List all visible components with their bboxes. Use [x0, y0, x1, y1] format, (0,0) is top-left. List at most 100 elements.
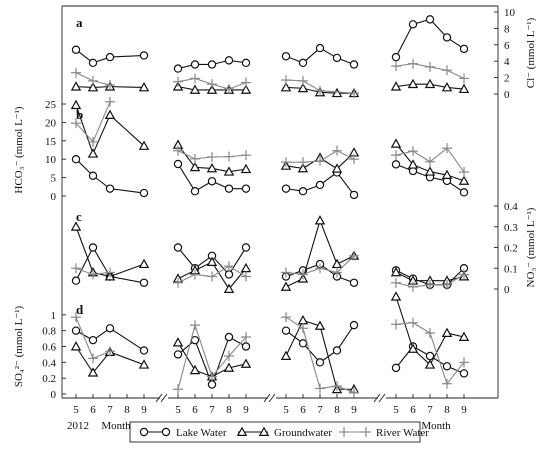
y-axis-title-d: SO₄²⁻ (mmol L⁻¹): [13, 306, 25, 388]
data-point-groundwater: [189, 364, 201, 375]
data-point-river-water: [71, 118, 81, 129]
x-tick-label: 7: [107, 404, 113, 416]
data-point-lake-water: [332, 346, 342, 355]
data-point-groundwater: [407, 159, 419, 169]
data-point-river-water: [88, 269, 98, 280]
data-point-lake-water: [88, 171, 98, 180]
data-point-lake-water: [139, 51, 149, 60]
data-point-lake-water: [298, 58, 308, 68]
series-line-lake-water: [75, 49, 145, 64]
data-point-river-water: [459, 73, 469, 84]
data-point-lake-water: [315, 43, 325, 53]
data-point-lake-water: [139, 278, 149, 287]
data-point-river-water: [281, 267, 291, 278]
data-point-lake-water: [105, 52, 115, 62]
year-label: 2012: [67, 420, 89, 432]
data-point-lake-water: [298, 339, 308, 348]
data-point-river-water: [88, 75, 98, 86]
data-point-lake-water: [224, 56, 234, 65]
data-point-river-water: [298, 75, 308, 86]
data-point-river-water: [315, 263, 325, 274]
panel-letter-a: a: [76, 15, 83, 30]
data-point-river-water: [391, 277, 401, 288]
data-point-river-water: [190, 153, 200, 164]
data-point-groundwater: [314, 215, 326, 225]
data-point-groundwater: [458, 83, 470, 94]
data-point-groundwater: [458, 175, 470, 185]
data-point-groundwater: [297, 314, 309, 325]
data-point-groundwater: [70, 99, 82, 110]
axis-break-mark: [378, 393, 386, 403]
data-point-river-water: [71, 263, 81, 274]
data-point-lake-water: [105, 184, 115, 193]
data-point-lake-water: [281, 184, 291, 193]
data-point-groundwater: [297, 162, 309, 173]
data-point-groundwater: [206, 256, 218, 266]
x-axis-title: Month: [421, 420, 451, 432]
legend-marker-groundwater: [258, 426, 270, 436]
series-line-groundwater: [75, 104, 145, 156]
data-point-river-water: [425, 328, 435, 339]
data-point-river-water: [391, 319, 401, 330]
y-tick-label: 6: [504, 40, 510, 52]
data-point-lake-water: [332, 53, 342, 63]
data-point-groundwater: [172, 337, 184, 347]
data-point-river-water: [224, 151, 234, 162]
data-point-lake-water: [349, 320, 359, 330]
axis-break-mark: [373, 393, 381, 403]
data-point-river-water: [173, 384, 183, 395]
x-tick-label: 5: [175, 404, 181, 416]
data-point-river-water: [349, 88, 359, 99]
data-point-groundwater: [280, 350, 292, 360]
data-point-lake-water: [71, 154, 81, 164]
data-point-groundwater: [240, 163, 252, 174]
data-point-lake-water: [71, 326, 81, 335]
data-point-river-water: [332, 381, 342, 392]
data-point-groundwater: [424, 359, 436, 369]
data-point-river-water: [391, 150, 401, 161]
x-tick-label: 8: [334, 404, 340, 416]
data-point-groundwater: [390, 81, 402, 91]
data-point-river-water: [425, 279, 435, 290]
data-point-groundwater: [441, 82, 453, 92]
data-point-lake-water: [190, 60, 200, 69]
x-tick-label: 6: [410, 404, 416, 416]
axis-break-mark: [263, 393, 271, 403]
data-point-groundwater: [104, 109, 116, 120]
data-point-river-water: [207, 151, 217, 162]
data-point-lake-water: [71, 45, 81, 54]
data-point-lake-water: [459, 44, 469, 54]
data-point-river-water: [105, 79, 115, 90]
data-point-river-water: [224, 261, 234, 272]
data-point-groundwater: [441, 169, 453, 179]
x-tick-label: 9: [243, 404, 249, 416]
y-axis-title-a: Cl⁻ (mmol L⁻¹): [525, 17, 537, 88]
data-point-groundwater: [70, 341, 82, 351]
data-point-river-water: [408, 146, 418, 157]
data-point-river-water: [315, 156, 325, 167]
data-point-groundwater: [407, 343, 419, 353]
y-tick-label: 0.1: [504, 263, 518, 275]
data-point-river-water: [190, 320, 200, 331]
data-point-groundwater: [87, 148, 99, 158]
data-point-river-water: [173, 277, 183, 288]
data-point-lake-water: [442, 33, 452, 42]
data-point-lake-water: [139, 188, 149, 198]
data-point-groundwater: [138, 359, 150, 369]
data-point-groundwater: [138, 82, 150, 92]
data-point-groundwater: [390, 138, 402, 148]
data-point-lake-water: [173, 350, 183, 359]
data-point-river-water: [408, 281, 418, 292]
data-point-lake-water: [442, 362, 452, 371]
data-point-river-water: [224, 84, 234, 95]
y-tick-label: 10: [504, 7, 516, 19]
data-point-river-water: [298, 323, 308, 334]
series-line-groundwater: [75, 86, 145, 88]
data-point-lake-water: [241, 243, 251, 252]
data-point-groundwater: [441, 327, 453, 338]
data-point-groundwater: [424, 78, 436, 89]
data-point-river-water: [71, 67, 81, 78]
data-point-river-water: [442, 65, 452, 76]
data-point-river-water: [207, 79, 217, 90]
data-point-river-water: [105, 346, 115, 357]
